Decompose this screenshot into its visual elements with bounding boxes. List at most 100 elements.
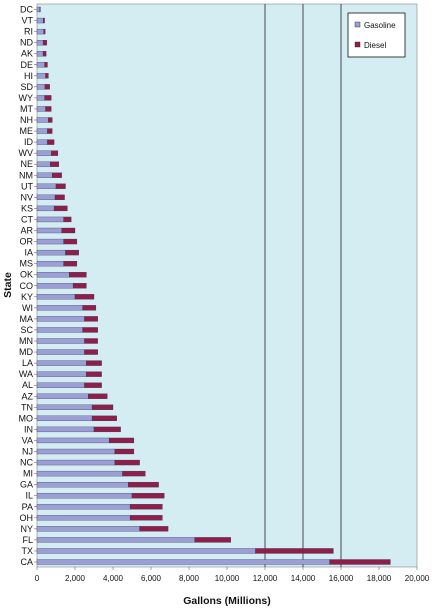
bar-gasoline — [36, 227, 62, 234]
legend-swatch-gasoline — [354, 21, 361, 28]
bar-diesel — [43, 28, 46, 35]
bar-diesel — [63, 260, 78, 267]
bar-diesel — [86, 360, 102, 366]
y-tick-label: RI — [24, 27, 33, 37]
x-axis-ticks: 0 2,000 4,000 6,000 8,000 10,000 12,000 14,000 1… — [35, 567, 430, 583]
bar-diesel — [63, 238, 78, 245]
bar-gasoline — [36, 415, 93, 422]
bar-gasoline — [36, 305, 83, 311]
y-tick-label: AZ — [21, 391, 33, 401]
y-tick-label: KS — [21, 203, 33, 213]
y-tick-label: CA — [20, 557, 33, 567]
bar-diesel — [61, 227, 76, 234]
y-tick-label: AK — [21, 49, 33, 59]
bar-diesel — [45, 73, 49, 79]
y-tick-label: AL — [22, 380, 33, 390]
bar-diesel — [42, 51, 47, 57]
y-tick-label: ID — [24, 137, 34, 147]
bar-gasoline — [36, 260, 64, 267]
y-tick-label: ME — [20, 126, 34, 136]
bar-gasoline — [36, 205, 55, 212]
y-tick-label: IL — [25, 491, 33, 501]
bar-gasoline — [36, 28, 44, 35]
bar-gasoline — [36, 6, 40, 13]
bar-gasoline — [36, 172, 53, 178]
y-tick-label: KY — [21, 292, 33, 302]
x-tick-label: 4,000 — [103, 574, 124, 583]
y-axis-title: State — [2, 272, 14, 298]
bar-gasoline — [36, 393, 89, 399]
bar-diesel — [42, 40, 48, 46]
reference-lines — [264, 4, 342, 567]
x-tick-label: 10,000 — [215, 574, 240, 583]
x-tick-label: 14,000 — [291, 574, 316, 583]
bar-gasoline — [36, 161, 51, 167]
bar-gasoline — [36, 404, 93, 410]
bar-diesel — [39, 6, 41, 13]
bar-diesel — [128, 481, 159, 488]
y-tick-label: MD — [19, 347, 33, 357]
legend-label-gasoline: Gasoline — [364, 21, 396, 30]
bar-diesel — [72, 283, 87, 289]
bar-diesel — [51, 150, 59, 156]
y-tick-label: OH — [20, 513, 34, 523]
bar-gasoline — [36, 526, 140, 532]
legend-swatch-diesel — [354, 41, 361, 48]
bar-diesel — [114, 459, 140, 466]
bar-diesel — [55, 183, 66, 189]
y-tick-label: WI — [22, 303, 33, 313]
y-tick-label: SD — [20, 82, 33, 92]
bar-diesel — [44, 62, 48, 68]
y-tick-label: MA — [20, 314, 34, 324]
bar-diesel — [114, 448, 135, 455]
bar-diesel — [69, 272, 87, 278]
bar-diesel — [47, 139, 55, 145]
bar-diesel — [131, 493, 165, 499]
bar-diesel — [44, 84, 50, 90]
bar-gasoline — [36, 371, 87, 377]
bar-gasoline — [36, 459, 116, 466]
bar-diesel — [48, 117, 53, 123]
y-tick-label: NE — [20, 159, 33, 169]
y-tick-label: GA — [20, 480, 33, 490]
y-tick-label: DE — [20, 60, 33, 70]
y-tick-label: LA — [22, 358, 33, 368]
bar-gasoline — [36, 117, 49, 123]
bar-gasoline — [36, 382, 85, 388]
bar-diesel — [84, 316, 98, 322]
bar-diesel — [122, 470, 146, 477]
x-tick-label: 6,000 — [141, 574, 162, 583]
bar-diesel — [93, 426, 121, 433]
bar-gasoline — [36, 481, 129, 488]
legend-label-diesel: Diesel — [364, 41, 386, 50]
y-tick-label: TN — [21, 402, 33, 412]
bar-gasoline — [36, 73, 46, 79]
y-tick-label: WV — [19, 148, 34, 158]
bar-gasoline — [36, 17, 44, 24]
bar-gasoline — [36, 51, 44, 57]
y-tick-label: MN — [19, 336, 33, 346]
bar-gasoline — [36, 62, 45, 68]
y-tick-label: IN — [24, 424, 33, 434]
y-tick-label: NV — [20, 192, 33, 202]
y-tick-label: OK — [20, 270, 33, 280]
bar-diesel — [53, 205, 68, 212]
x-tick-label: 16,000 — [329, 574, 354, 583]
y-tick-label: OR — [20, 237, 34, 247]
y-tick-label: NH — [20, 115, 33, 125]
bar-diesel — [86, 371, 102, 377]
bar-gasoline — [36, 139, 48, 145]
y-tick-label: DC — [20, 5, 33, 15]
bar-gasoline — [36, 238, 64, 245]
bar-gasoline — [36, 338, 85, 344]
bar-gasoline — [36, 470, 123, 477]
x-axis-title: Gallons (Millions) — [183, 595, 271, 607]
bar-gasoline — [36, 559, 330, 565]
bar-diesel — [139, 526, 169, 532]
y-tick-label: VA — [22, 435, 33, 445]
y-tick-label: MI — [23, 469, 33, 479]
bar-gasoline — [36, 437, 110, 444]
bar-diesel — [255, 548, 334, 554]
bar-gasoline — [36, 150, 52, 156]
y-tick-label: HI — [24, 71, 33, 81]
